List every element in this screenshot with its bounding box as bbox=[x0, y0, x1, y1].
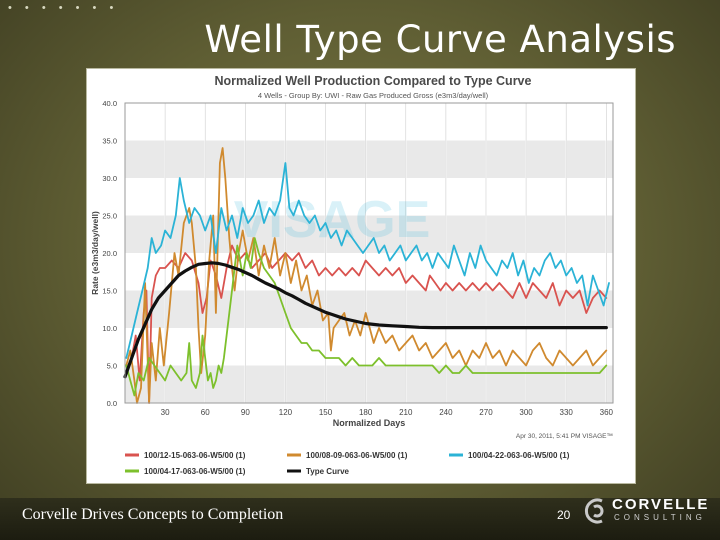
x-tick-label: 240 bbox=[439, 408, 453, 417]
y-tick-label: 0.0 bbox=[107, 399, 117, 408]
y-tick-label: 10.0 bbox=[102, 324, 117, 333]
y-tick-label: 35.0 bbox=[102, 137, 117, 146]
y-axis-label: Rate (e3m3/day/well) bbox=[90, 211, 100, 295]
x-tick-label: 60 bbox=[201, 408, 210, 417]
y-tick-labels: 0.0 5.0 10.0 15.0 20.0 25.0 30.0 35.0 40.0 bbox=[102, 99, 117, 408]
logo-mark-icon bbox=[584, 498, 604, 524]
x-tick-label: 90 bbox=[241, 408, 250, 417]
well-series-line bbox=[125, 147, 608, 404]
chart-subtitle: 4 Wells - Group By: UWI - Raw Gas Produc… bbox=[258, 91, 489, 100]
y-tick-label: 30.0 bbox=[102, 174, 117, 183]
decorative-dots: • • • • • • • bbox=[8, 2, 119, 14]
legend-label: 100/04-22-063-06-W5/00 (1) bbox=[468, 451, 570, 460]
plot-band bbox=[125, 365, 613, 403]
y-tick-label: 25.0 bbox=[102, 212, 117, 221]
page-number: 20 bbox=[557, 508, 571, 522]
legend-label: 100/04-17-063-06-W5/00 (1) bbox=[144, 467, 246, 476]
y-tick-label: 5.0 bbox=[107, 362, 117, 371]
plot-band bbox=[125, 328, 613, 366]
well-series-line bbox=[125, 162, 610, 359]
chart-panel: VISAGE 0.0 5.0 10.0 15.0 20.0 25.0 30.0 35.0 40.… bbox=[86, 68, 636, 484]
chart-credit: Apr 30, 2011, 5:41 PM VISAGE™ bbox=[516, 433, 613, 440]
production-chart: VISAGE 0.0 5.0 10.0 15.0 20.0 25.0 30.0 35.0 40.… bbox=[90, 74, 614, 476]
y-tick-label: 15.0 bbox=[102, 287, 117, 296]
footer-tagline: Corvelle Drives Concepts to Completion bbox=[22, 506, 284, 523]
x-axis-label: Normalized Days bbox=[333, 418, 406, 428]
well-series-line bbox=[125, 244, 608, 404]
x-tick-label: 180 bbox=[359, 408, 373, 417]
plot-bands bbox=[125, 103, 613, 403]
legend-label: 100/12-15-063-06-W5/00 (1) bbox=[144, 451, 246, 460]
plot-band bbox=[125, 140, 613, 178]
plot-band bbox=[125, 215, 613, 253]
plot-frame bbox=[124, 102, 614, 404]
x-tick-label: 150 bbox=[319, 408, 333, 417]
x-tick-label: 360 bbox=[600, 408, 614, 417]
plot-band bbox=[125, 103, 613, 141]
legend: 100/12-15-063-06-W5/00 (1) 100/08-09-063-… bbox=[125, 451, 570, 476]
x-tick-label: 300 bbox=[519, 408, 533, 417]
x-tick-label: 210 bbox=[399, 408, 413, 417]
plot-band bbox=[125, 178, 613, 216]
x-tick-label: 270 bbox=[479, 408, 493, 417]
series-lines bbox=[123, 147, 610, 404]
y-tick-label: 40.0 bbox=[102, 99, 117, 108]
x-tick-labels: 30 60 90 120 150 180 210 240 270 300 330 360 bbox=[161, 408, 614, 417]
gridlines bbox=[164, 103, 608, 403]
x-tick-label: 330 bbox=[560, 408, 574, 417]
footer-band bbox=[0, 498, 720, 540]
logo-subtitle: CONSULTING bbox=[614, 513, 706, 522]
slide-title: Well Type Curve Analysis bbox=[204, 18, 676, 61]
legend-label: 100/08-09-063-06-W5/00 (1) bbox=[306, 451, 408, 460]
company-logo: CORVELLE CONSULTING bbox=[582, 494, 714, 528]
x-tick-label: 120 bbox=[279, 408, 293, 417]
legend-label: Type Curve bbox=[306, 467, 350, 476]
y-tick-label: 20.0 bbox=[102, 249, 117, 258]
type-curve-line bbox=[123, 261, 608, 379]
chart-title: Normalized Well Production Compared to T… bbox=[215, 74, 532, 88]
logo-name: CORVELLE bbox=[612, 496, 710, 513]
well-series-line bbox=[125, 237, 608, 397]
x-tick-label: 30 bbox=[161, 408, 170, 417]
watermark: VISAGE bbox=[234, 191, 431, 249]
